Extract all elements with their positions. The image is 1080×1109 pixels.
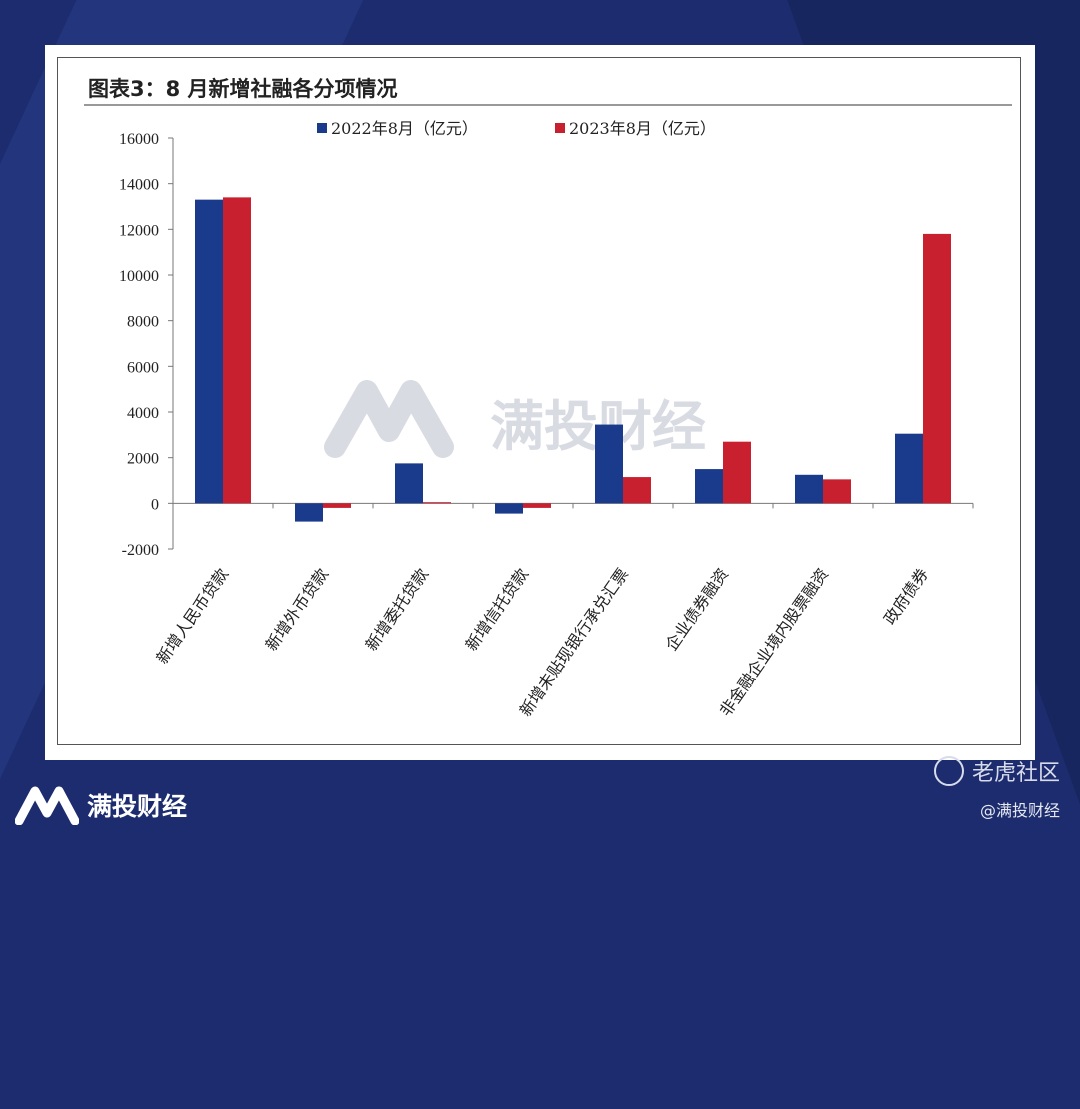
y-tick-label: 12000 [119,222,159,239]
category-label: 新增信托贷款 [462,565,533,655]
y-tick-label: 10000 [119,268,159,285]
legend-label: 2022年8月（亿元） [331,119,478,138]
bar [323,503,351,508]
legend-swatch [317,123,327,133]
bar [595,424,623,504]
y-tick-label: -2000 [122,542,159,559]
chart-frame: 图表3：8 月新增社融各分项情况 [57,57,1021,745]
bar [523,503,551,508]
category-label: 新增人民币贷款 [152,565,232,668]
y-tick-label: 8000 [127,314,159,331]
bar-chart: 满投财经-20000200040006000800010000120001400… [119,119,974,720]
y-tick-label: 2000 [127,451,159,468]
bar [295,503,323,522]
category-label: 新增未贴现银行承兑汇票 [516,565,633,720]
category-label: 新增委托贷款 [362,565,433,655]
bar [223,197,251,504]
category-label: 企业债券融资 [662,565,733,655]
community-badge: 老虎社区 [933,755,1060,787]
category-label: 政府债券 [880,565,932,628]
brand-logo-icon [15,786,79,825]
bar [195,199,223,504]
bar [423,502,451,504]
figure-title: 图表3：8 月新增社融各分项情况 [88,77,398,101]
bar [495,503,523,514]
bar [795,474,823,504]
category-label: 非金融企业境内股票融资 [716,565,833,720]
y-tick-label: 6000 [127,359,159,376]
y-tick-label: 4000 [127,405,159,422]
legend-label: 2023年8月（亿元） [569,119,716,138]
community-icon [933,756,964,786]
bar [695,469,723,504]
brand-logo: 满投财经 [15,785,187,825]
title-divider [84,104,1012,106]
bar [895,433,923,504]
chart-panel: 图表3：8 月新增社融各分项情况 满投财经-200002000400060008… [45,45,1035,760]
y-tick-label: 16000 [119,131,159,148]
category-label: 新增外币贷款 [262,565,333,655]
bar [923,233,951,504]
legend-swatch [555,123,565,133]
bar [395,463,423,504]
y-tick-label: 14000 [119,177,159,194]
community-handle: @满投财经 [979,801,1060,820]
community-name: 老虎社区 [971,761,1060,786]
brand-name: 满投财经 [87,792,188,821]
bar [623,477,651,504]
bar [823,479,851,504]
bar [723,441,751,504]
watermark-logo-icon [324,380,454,458]
y-tick-label: 0 [151,496,159,513]
